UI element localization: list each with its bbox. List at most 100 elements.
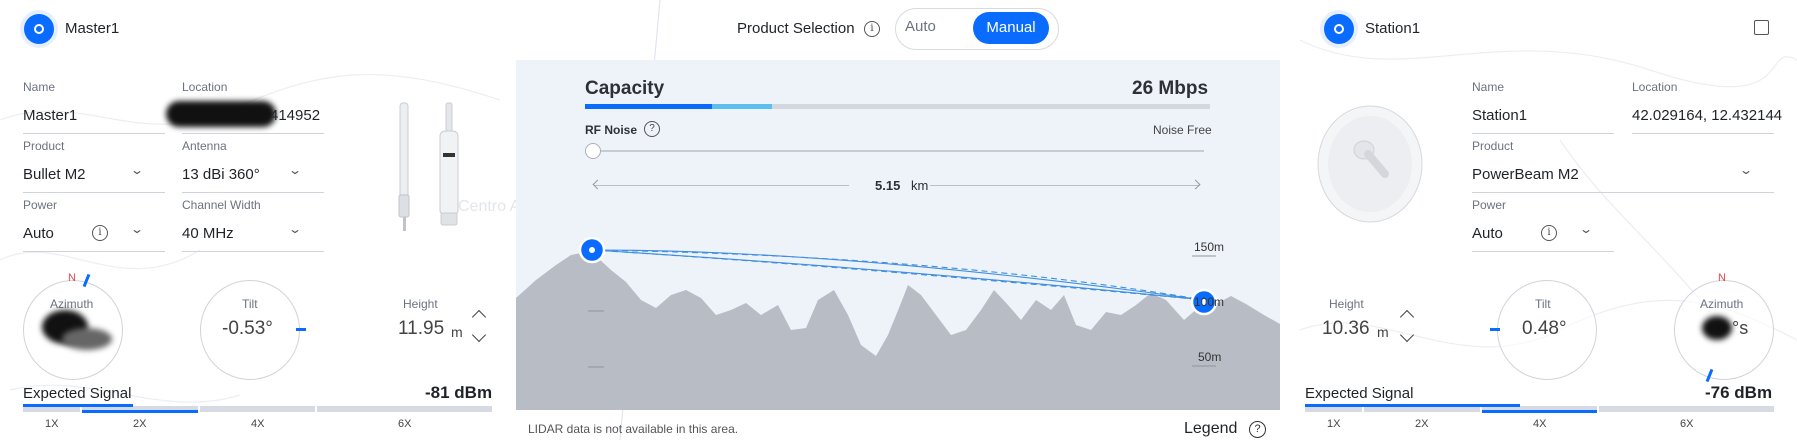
station-tilt-dial[interactable]	[1497, 280, 1597, 380]
master-azimuth-label: Azimuth	[50, 297, 94, 311]
multiplier-6x: 6X	[1680, 418, 1694, 430]
redacted-azimuth	[62, 328, 112, 350]
master-name-underline	[23, 133, 165, 134]
terrain-profile	[516, 252, 1280, 410]
signal-scale-divider	[198, 406, 200, 412]
bullet-m2-device-image	[398, 102, 459, 231]
capacity-value: 26 Mbps	[1132, 78, 1209, 99]
master-power-label: Power	[23, 198, 58, 212]
auto-option[interactable]: Auto	[905, 18, 936, 35]
station-height-label: Height	[1329, 297, 1364, 311]
station-signal-label: Expected Signal	[1305, 385, 1414, 402]
station-azimuth-north-label: N	[1718, 272, 1726, 284]
signal-scale-divider	[315, 406, 317, 412]
station-power-select[interactable]: Auto	[1472, 225, 1503, 242]
help-icon[interactable]: ?	[1249, 421, 1266, 438]
chevron-down-icon[interactable]: ⌄	[287, 163, 303, 177]
chevron-down-icon[interactable]: ⌄	[287, 222, 303, 236]
signal-scale-divider	[1597, 406, 1599, 412]
master-signal-label: Expected Signal	[23, 385, 132, 402]
info-icon[interactable]: i	[92, 225, 108, 241]
station-azimuth-dial[interactable]	[1674, 280, 1774, 380]
chevron-down-icon[interactable]: ⌄	[129, 163, 145, 177]
distance-value: 5.15	[875, 178, 901, 193]
station-product-label: Product	[1472, 139, 1514, 153]
multiplier-6x: 6X	[398, 418, 412, 430]
master-height-label: Height	[403, 297, 438, 311]
master-antenna-select[interactable]: 13 dBi 360°	[182, 166, 260, 183]
master-location-label: Location	[182, 80, 228, 94]
station-signal-value: -76 dBm	[1705, 383, 1773, 402]
help-icon[interactable]: ?	[644, 121, 660, 137]
chevron-down-icon[interactable]: ⌄	[129, 222, 145, 236]
distance-line-right	[930, 185, 1200, 186]
station-height-value[interactable]: 10.36	[1322, 318, 1370, 339]
product-selection-label: Product Selection	[737, 20, 855, 37]
master-product-underline	[23, 192, 165, 193]
station-title: Station1	[1365, 20, 1421, 37]
station-select-radio[interactable]	[1324, 14, 1354, 44]
master-power-select[interactable]: Auto	[23, 225, 54, 242]
signal-level-bar	[82, 410, 198, 413]
capacity-bar-fill	[585, 104, 712, 109]
station-power-label: Power	[1472, 198, 1507, 212]
signal-scale-bar	[23, 406, 492, 412]
signal-level-bar	[1305, 404, 1520, 407]
station-tilt-label: Tilt	[1535, 297, 1551, 311]
master-location-field[interactable]: 414952	[270, 107, 321, 124]
powerbeam-m2-device-image	[1317, 105, 1423, 223]
station-product-underline	[1472, 192, 1774, 193]
master-name-label: Name	[23, 80, 56, 94]
master-antenna-underline	[182, 192, 324, 193]
master-product-select[interactable]: Bullet M2	[23, 166, 86, 183]
rf-noise-slider-handle[interactable]	[585, 143, 601, 159]
elevation-profile	[516, 236, 1280, 410]
capacity-label: Capacity	[585, 78, 665, 99]
station-product-select[interactable]: PowerBeam M2	[1472, 166, 1579, 183]
master-name-field[interactable]: Master1	[23, 107, 78, 124]
signal-level-bar	[1482, 410, 1597, 413]
elevation-label-50m: 50m	[1198, 350, 1222, 364]
redacted-azimuth	[1702, 316, 1732, 340]
chevron-down-icon[interactable]: ⌄	[1578, 222, 1594, 236]
signal-scale-divider	[1362, 406, 1364, 412]
master-channel-select[interactable]: 40 MHz	[182, 225, 234, 242]
station-azimuth-label: Azimuth	[1700, 297, 1744, 311]
master-tilt-dial[interactable]	[200, 280, 300, 380]
capacity-bar-fill-secondary	[712, 104, 772, 109]
station-location-field[interactable]: 42.029164, 12.432144	[1632, 107, 1783, 124]
master-antenna-label: Antenna	[182, 139, 227, 153]
master-height-unit: m	[451, 324, 463, 340]
info-icon[interactable]: i	[1541, 225, 1557, 241]
master-title: Master1	[65, 20, 120, 37]
master-tilt-marker	[296, 328, 306, 331]
rf-noise-slider-track	[592, 150, 1204, 152]
info-icon[interactable]: i	[864, 21, 880, 37]
elevation-label-100m: 100m	[1194, 295, 1225, 309]
chevron-down-icon[interactable]: ⌄	[1738, 163, 1754, 177]
lidar-note: LIDAR data is not available in this area…	[528, 422, 739, 436]
master-channel-underline	[182, 251, 324, 252]
capacity-bar-track	[585, 104, 1210, 109]
multiplier-4x: 4X	[1533, 418, 1547, 430]
manual-option[interactable]: Manual	[973, 12, 1049, 44]
multiplier-2x: 2X	[133, 418, 147, 430]
master-select-radio[interactable]	[24, 14, 54, 44]
station-name-field[interactable]: Station1	[1472, 107, 1528, 124]
distance-unit: km	[911, 178, 929, 193]
master-azimuth-north-label: N	[68, 272, 76, 284]
redacted-location	[166, 101, 276, 127]
station-checkbox[interactable]	[1754, 20, 1769, 35]
station-power-underline	[1472, 251, 1614, 252]
legend-button[interactable]: Legend	[1184, 420, 1238, 437]
signal-scale-bar	[1305, 406, 1774, 412]
signal-scale-divider	[80, 406, 82, 412]
master-height-value[interactable]: 11.95	[398, 318, 445, 339]
master-power-underline	[23, 251, 165, 252]
station-name-underline	[1472, 133, 1614, 134]
multiplier-1x: 1X	[1327, 418, 1341, 430]
master-product-label: Product	[23, 139, 65, 153]
master-tilt-value: -0.53°	[222, 318, 273, 339]
station-tilt-marker	[1490, 328, 1500, 331]
signal-scale-divider	[1480, 406, 1482, 412]
